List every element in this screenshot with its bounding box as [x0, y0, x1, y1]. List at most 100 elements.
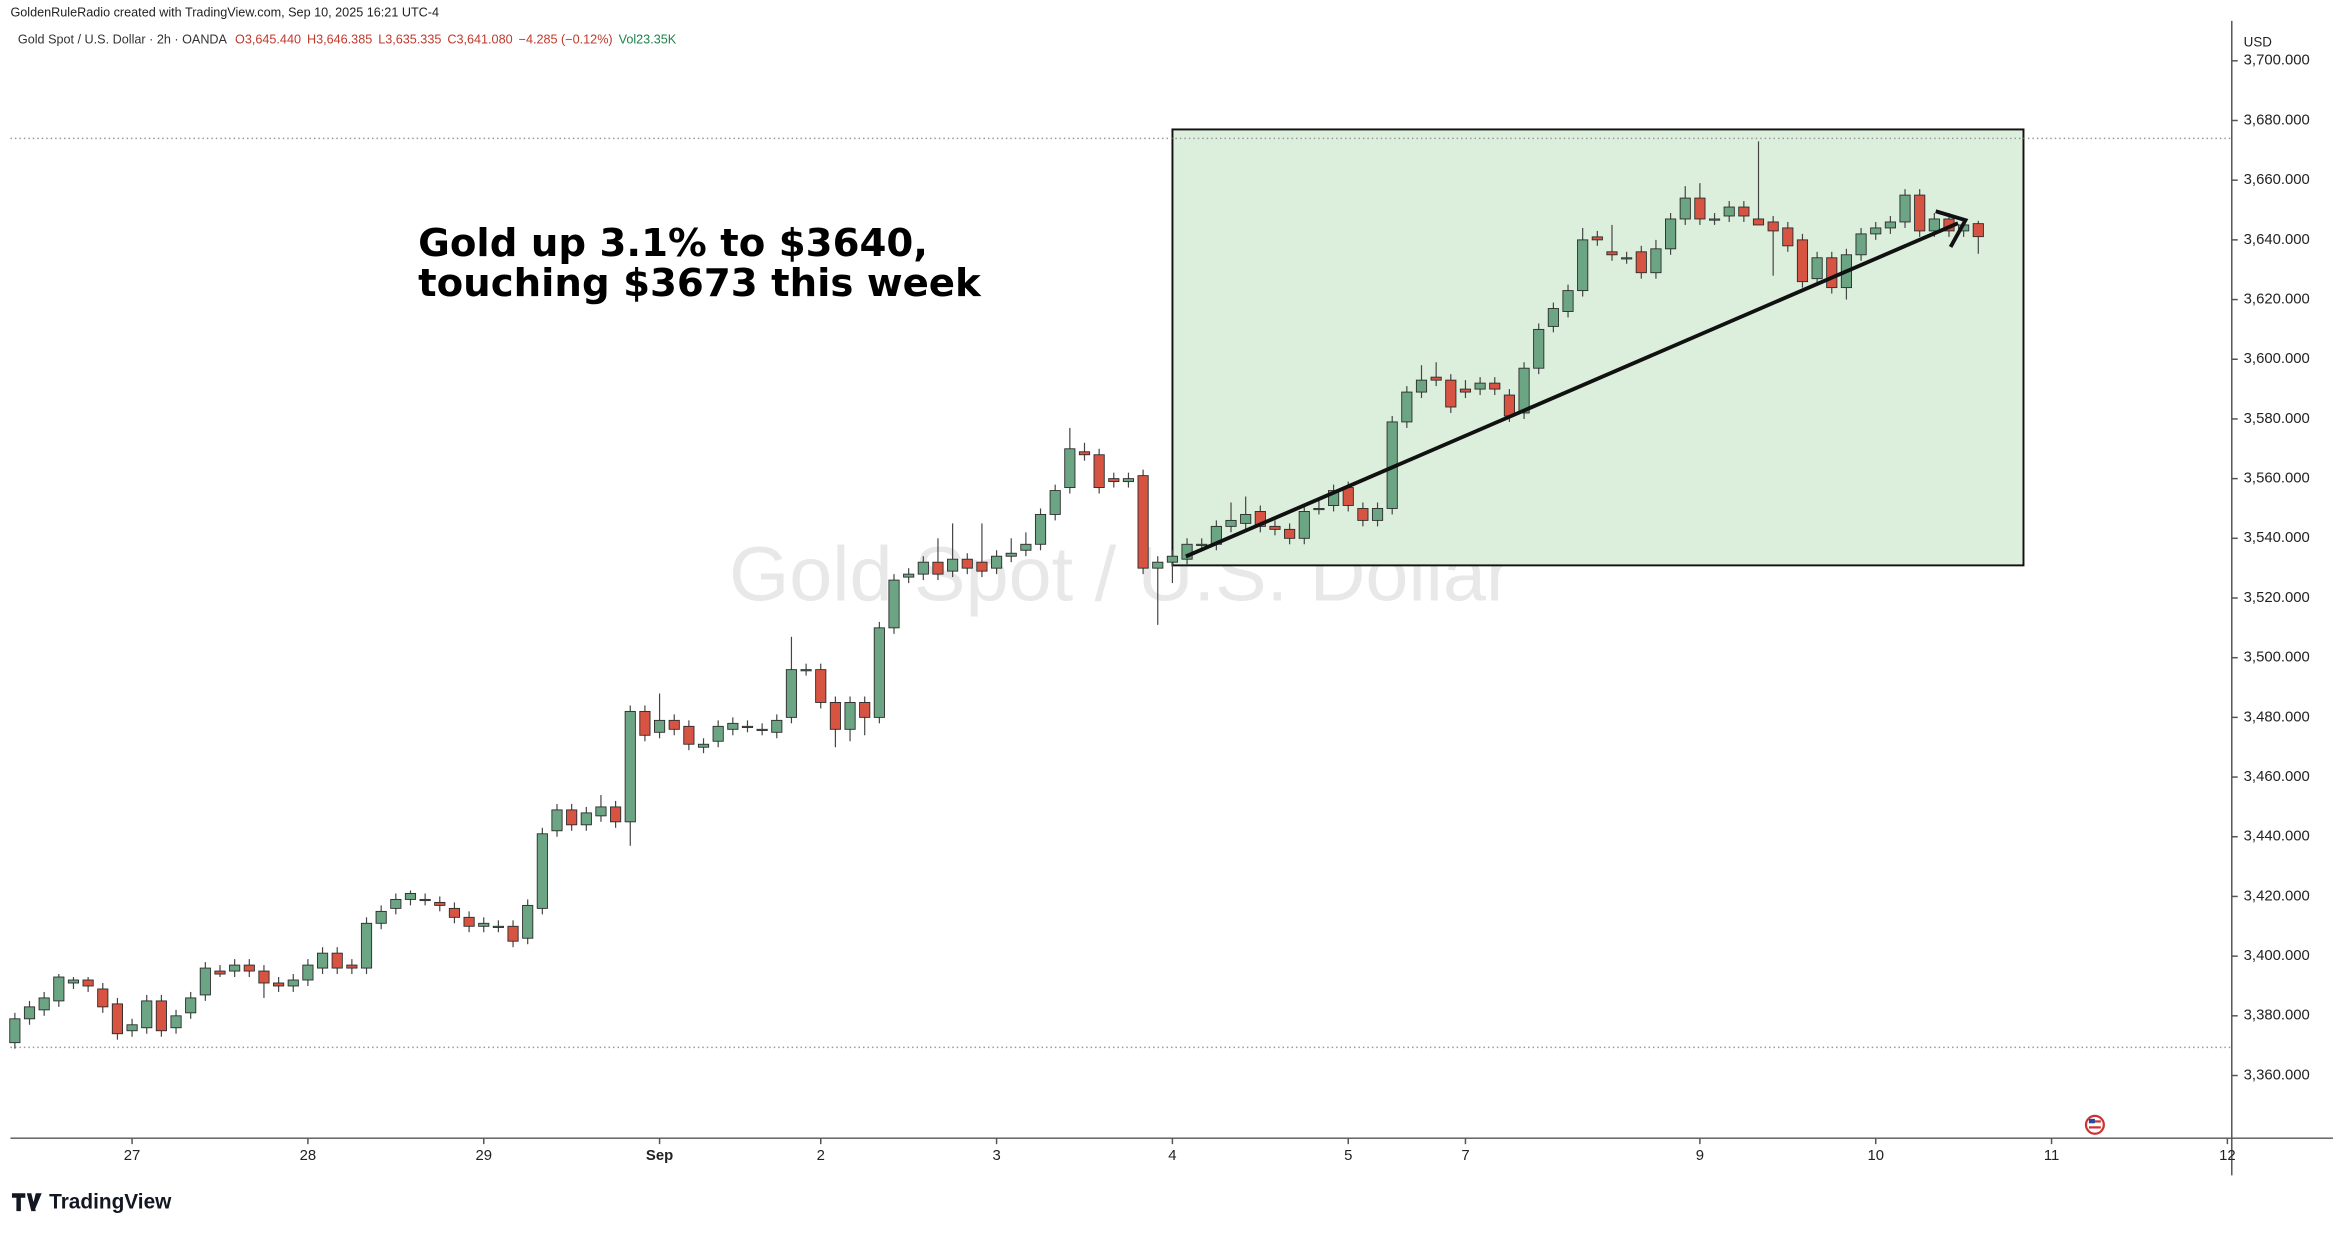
x-tick-label: 10	[1867, 1148, 1884, 1164]
candle-body	[976, 561, 988, 572]
candle-body	[1108, 478, 1120, 483]
x-tick-label: 12	[2219, 1148, 2236, 1164]
candle-body	[478, 922, 490, 927]
candle-body	[185, 997, 197, 1014]
candle-body	[566, 809, 578, 826]
annotation: Gold up 3.1% to $3640,	[418, 221, 928, 266]
x-tick-label: 4	[1168, 1148, 1176, 1164]
candle-body	[522, 904, 534, 939]
candle-body	[1796, 239, 1809, 283]
candle-body	[390, 898, 402, 909]
candle-body	[917, 561, 929, 575]
candle-body	[1093, 454, 1105, 489]
y-tick-label: 3,520.000	[2244, 590, 2310, 606]
y-tick-label: 3,540.000	[2244, 530, 2310, 546]
candle-body	[1591, 236, 1603, 241]
candle-body	[1679, 197, 1691, 220]
candle-body	[1723, 206, 1735, 217]
y-tick-label: 3,620.000	[2244, 291, 2310, 307]
candle-body	[111, 1003, 123, 1035]
candle-body	[1284, 528, 1296, 539]
candle-body	[1914, 194, 1926, 232]
candle-body	[126, 1024, 138, 1032]
candle-body	[67, 979, 80, 984]
candle-body	[947, 558, 959, 572]
candle-body	[258, 970, 270, 984]
candle-body	[668, 719, 680, 730]
candle-body	[273, 982, 285, 987]
candle-body	[1445, 379, 1457, 408]
candle-body	[624, 710, 636, 823]
candle-body	[903, 573, 915, 578]
brand-name: TradingView	[49, 1190, 172, 1213]
candle-body	[199, 967, 211, 996]
trend-arrow	[1185, 221, 1959, 559]
candle-body	[1137, 475, 1149, 569]
candle-body	[1533, 328, 1545, 369]
candle-body	[756, 728, 768, 731]
y-tick-label: 3,420.000	[2244, 888, 2310, 904]
candle-body	[360, 922, 373, 969]
candle-body	[1196, 543, 1208, 546]
candle-body	[404, 893, 417, 900]
quote-value: H3,646.385	[307, 33, 372, 47]
candle-body	[639, 710, 651, 736]
candle-body	[448, 907, 461, 918]
candle-body	[97, 988, 109, 1008]
brand-logo	[11, 1193, 42, 1212]
candle-body	[1928, 218, 1940, 232]
candle-body	[1782, 227, 1794, 247]
quote-value: −4.285 (−0.12%)	[519, 33, 613, 47]
candle-body	[1562, 290, 1574, 312]
candle-body	[991, 555, 1003, 569]
plot-background: Gold Spot / U.S. Dollar	[10, 128, 2232, 1049]
candle-body	[346, 964, 358, 969]
candle-body	[1474, 382, 1486, 390]
candle-body	[1884, 221, 1896, 229]
candle-body	[653, 719, 666, 733]
flag-icon	[2084, 1114, 2105, 1135]
candle-body	[38, 997, 50, 1011]
candle-body	[785, 669, 798, 718]
candle-body	[610, 806, 622, 823]
candle-body	[1972, 223, 1984, 238]
candle-body	[434, 901, 446, 906]
candle-body	[287, 979, 299, 987]
candle-body	[800, 669, 812, 672]
candle-body	[243, 964, 255, 972]
candle-body	[214, 970, 226, 975]
candle-body	[1357, 508, 1369, 521]
candle-body	[492, 925, 504, 928]
candle-body	[375, 910, 387, 924]
y-tick-label: 3,500.000	[2244, 650, 2310, 666]
attribution: GoldenRuleRadio created with TradingView…	[10, 6, 439, 20]
candle-body	[1665, 218, 1677, 250]
candle-body	[1298, 511, 1310, 539]
candle-body	[1122, 478, 1135, 483]
x-tick-label: 3	[992, 1148, 1000, 1164]
y-tick-label: 3,600.000	[2244, 351, 2310, 367]
candle-body	[697, 743, 710, 748]
candle-body	[1855, 233, 1867, 256]
candle-body	[1503, 394, 1515, 417]
x-tick-label: 2	[817, 1148, 825, 1164]
candle-body	[1415, 379, 1428, 393]
candle-body	[1152, 561, 1164, 569]
candle-body	[1049, 490, 1061, 515]
candle-body	[595, 806, 607, 817]
candle-body	[229, 964, 241, 972]
y-tick-label: 3,360.000	[2244, 1067, 2310, 1083]
symbol-title: Gold Spot / U.S. Dollar · 2h · OANDA	[18, 33, 228, 47]
candle-body	[873, 627, 885, 718]
candle-body	[1489, 382, 1501, 390]
candle-body	[1313, 508, 1325, 511]
candle-body	[463, 916, 475, 927]
candle-body	[888, 579, 900, 629]
x-tick-label: 28	[300, 1148, 317, 1164]
x-tick-label: 11	[2044, 1148, 2059, 1164]
candle-body	[1738, 206, 1750, 217]
candle-body	[1694, 197, 1706, 220]
candle-body	[815, 669, 827, 703]
quote-value: O3,645.440	[235, 33, 301, 47]
candle-body	[1811, 257, 1823, 280]
